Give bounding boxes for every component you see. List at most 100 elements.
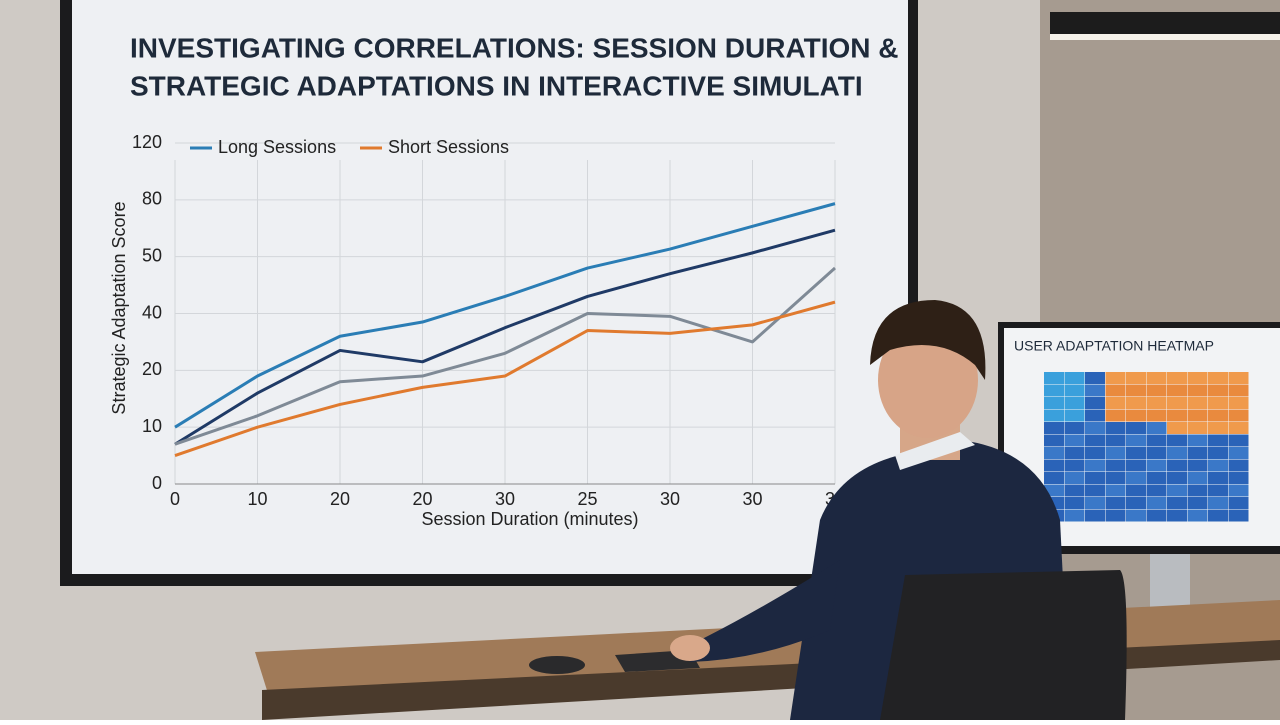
heatmap-cell <box>1228 497 1249 509</box>
person-collar <box>895 432 975 470</box>
chart-title: STRATEGIC ADAPTATIONS IN INTERACTIVE SIM… <box>130 70 863 101</box>
heatmap-cell <box>1044 459 1064 472</box>
heatmap-cell <box>1105 384 1126 397</box>
heatmap-cell <box>1044 384 1064 397</box>
heatmap-cell <box>1187 409 1208 422</box>
heatmap-cell <box>1064 422 1085 434</box>
heatmap-cell <box>1105 434 1126 447</box>
heatmap-cell <box>1085 397 1105 409</box>
heatmap-cell <box>1167 434 1187 447</box>
heatmap-cell <box>1126 472 1146 484</box>
y-tick-label: 0 <box>152 473 162 493</box>
heatmap-cell <box>1167 372 1187 384</box>
heatmap-cell <box>1228 447 1249 459</box>
heatmap-cell <box>1105 472 1126 484</box>
heatmap-cell <box>1167 472 1187 484</box>
data-line <box>174 228 836 446</box>
heatmap-cell <box>1187 434 1208 447</box>
heatmap-cell <box>1146 422 1167 434</box>
heatmap-cell <box>1105 372 1126 384</box>
heatmap-cell <box>1064 497 1085 509</box>
heatmap-cell <box>1146 447 1167 459</box>
heatmap-cell <box>1146 372 1167 384</box>
heatmap-cell <box>1044 372 1064 384</box>
x-tick-label: 30 <box>742 489 762 509</box>
heatmap-cell <box>1187 422 1208 434</box>
heatmap-cell <box>1085 409 1105 422</box>
legend-label: Long Sessions <box>218 137 336 157</box>
heatmap-cell <box>1064 384 1085 397</box>
heatmap <box>1044 372 1249 522</box>
heatmap-cell <box>1146 434 1167 447</box>
x-tick-label: 30 <box>495 489 515 509</box>
y-axis-label: Strategic Adaptation Score <box>109 201 129 414</box>
heatmap-cell <box>1085 509 1105 522</box>
heatmap-cell <box>1044 397 1064 409</box>
y-tick-label: 20 <box>142 359 162 379</box>
heatmap-cell <box>1228 372 1249 384</box>
heatmap-cell <box>1208 409 1228 422</box>
heatmap-cell <box>1105 459 1126 472</box>
heatmap-cell <box>1146 509 1167 522</box>
heatmap-cell <box>1064 397 1085 409</box>
heatmap-cell <box>1208 484 1228 497</box>
heatmap-cell <box>1146 397 1167 409</box>
chart-title: INVESTIGATING CORRELATIONS: SESSION DURA… <box>130 32 898 63</box>
heatmap-cell <box>1228 509 1249 522</box>
heatmap-cell <box>1187 397 1208 409</box>
heatmap-cell <box>1228 472 1249 484</box>
x-tick-label: 20 <box>412 489 432 509</box>
heatmap-cell <box>1105 422 1126 434</box>
heatmap-cell <box>1167 509 1187 522</box>
chair <box>880 570 1127 720</box>
heatmap-cell <box>1126 484 1146 497</box>
heatmap-cell <box>1208 459 1228 472</box>
heatmap-cell <box>1187 497 1208 509</box>
heatmap-cell <box>1146 472 1167 484</box>
heatmap-cell <box>1064 372 1085 384</box>
heatmap-cell <box>1085 472 1105 484</box>
heatmap-cell <box>1208 447 1228 459</box>
x-tick-label: 10 <box>247 489 267 509</box>
heatmap-cell <box>1228 409 1249 422</box>
heatmap-cell <box>1167 484 1187 497</box>
x-axis-label: Session Duration (minutes) <box>421 509 638 529</box>
heatmap-cell <box>1064 434 1085 447</box>
heatmap-cell <box>1228 397 1249 409</box>
data-line <box>174 300 836 458</box>
heatmap-cell <box>1126 509 1146 522</box>
heatmap-cell <box>1187 372 1208 384</box>
heatmap-cell <box>1167 397 1187 409</box>
heatmap-cell <box>1085 497 1105 509</box>
person-arm <box>690 560 840 662</box>
heatmap-cell <box>1126 497 1146 509</box>
heatmap-cell <box>1105 509 1126 522</box>
heatmap-cell <box>1064 509 1085 522</box>
heatmap-cell <box>1167 422 1187 434</box>
heatmap-cell <box>1044 422 1064 434</box>
heatmap-cell <box>1126 447 1146 459</box>
heatmap-cell <box>1126 372 1146 384</box>
heatmap-cell <box>1064 447 1085 459</box>
heatmap-cell <box>1105 447 1126 459</box>
heatmap-cell <box>1228 384 1249 397</box>
heatmap-cell <box>1208 434 1228 447</box>
heatmap-cell <box>1085 459 1105 472</box>
heatmap-cell <box>1228 434 1249 447</box>
heatmap-cell <box>1167 384 1187 397</box>
heatmap-cell <box>1105 397 1126 409</box>
heatmap-cell <box>1105 409 1126 422</box>
x-tick-label: 20 <box>330 489 350 509</box>
heatmap-cell <box>1146 409 1167 422</box>
heatmap-cell <box>1064 409 1085 422</box>
person-hair <box>870 300 986 380</box>
light-strip <box>1050 34 1280 40</box>
y-tick-label: 50 <box>142 245 162 265</box>
ceiling-light <box>1050 12 1280 34</box>
y-tick-label: 10 <box>142 416 162 436</box>
heatmap-cell <box>1085 384 1105 397</box>
x-tick-label: 0 <box>170 489 180 509</box>
heatmap-cell <box>1167 497 1187 509</box>
